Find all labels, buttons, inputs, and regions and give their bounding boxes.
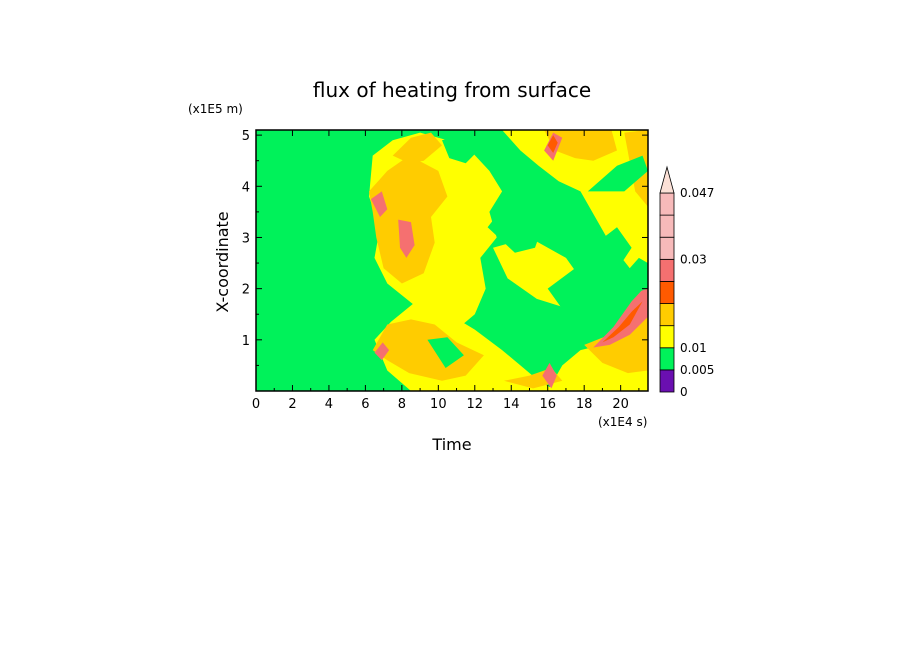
- y-axis: 1 2 3 4 5: [242, 129, 648, 366]
- x-tick-label: 16: [539, 397, 556, 412]
- x-tick-label: 18: [576, 397, 593, 412]
- region-red-right: [593, 283, 648, 348]
- y-tick-label: 2: [242, 283, 250, 298]
- region-green-holes-7: [620, 257, 648, 294]
- heatmap-regions: [369, 130, 648, 391]
- colorbar: 0 0.005 0.01 0.03 0.047: [659, 165, 714, 399]
- y-axis-label: X-coordinate: [213, 211, 232, 312]
- x-tick-label: 12: [467, 397, 484, 412]
- x-tick-label: 20: [612, 397, 629, 412]
- colorbar-label: 0.005: [680, 363, 714, 377]
- colorbar-segment: [659, 347, 675, 371]
- region-green-holes-4: [427, 337, 464, 368]
- x-axis-label: Time: [431, 435, 471, 454]
- x-tick-label: 6: [361, 397, 369, 412]
- chart-title: flux of heating from surface: [313, 78, 591, 102]
- region-green-holes-5: [442, 135, 479, 164]
- colorbar-label: 0: [680, 385, 688, 399]
- y-tick-label: 4: [242, 180, 250, 195]
- region-green-holes-2: [547, 227, 632, 315]
- region-red-bottom-spike: [542, 362, 557, 389]
- colorbar-segment: [659, 258, 675, 282]
- region-green-holes-6: [587, 155, 648, 192]
- region-green-holes-1: [487, 191, 548, 253]
- colorbar-segment: [659, 214, 675, 238]
- colorbar-label: 0.01: [680, 341, 707, 355]
- y-axis-unit: (x1E5 m): [188, 102, 243, 116]
- y-tick-label: 3: [242, 231, 250, 246]
- colorbar-segment: [659, 236, 675, 260]
- region-orange-right-top: [544, 130, 617, 161]
- region-redorange-top-spike: [547, 135, 558, 153]
- region-orange-top-strip: [392, 132, 442, 164]
- x-axis-unit: (x1E4 s): [598, 415, 647, 429]
- colorbar-segment: [659, 303, 675, 327]
- colorbar-extend-arrow: [659, 165, 675, 194]
- region-orange-upper-left: [369, 155, 448, 284]
- region-green-holes-3: [502, 309, 566, 361]
- x-tick-label: 0: [252, 397, 260, 412]
- x-tick-label: 4: [325, 397, 333, 412]
- x-axis: 0 2 4 6 8 10 12 14 16 18 20: [252, 130, 640, 412]
- plot-frame: [255, 129, 649, 392]
- colorbar-label: 0.03: [680, 252, 707, 266]
- colorbar-segment: [659, 192, 675, 216]
- colorbar-segment: [659, 369, 675, 393]
- region-red-upper-left: [398, 219, 415, 258]
- x-tick-label: 10: [430, 397, 447, 412]
- y-tick-label: 5: [242, 129, 250, 144]
- colorbar-segment: [659, 325, 675, 349]
- region-red-upper-left-tip: [370, 191, 388, 217]
- y-tick-label: 1: [242, 334, 250, 349]
- region-redorange-right: [602, 301, 643, 343]
- colorbar-label: 0.047: [680, 186, 714, 200]
- x-tick-label: 8: [398, 397, 406, 412]
- region-orange-lower-left: [372, 319, 484, 381]
- x-tick-label: 2: [288, 397, 296, 412]
- colorbar-segment: [659, 281, 675, 304]
- x-tick-label: 14: [503, 397, 520, 412]
- region-red-lower-left: [374, 342, 390, 361]
